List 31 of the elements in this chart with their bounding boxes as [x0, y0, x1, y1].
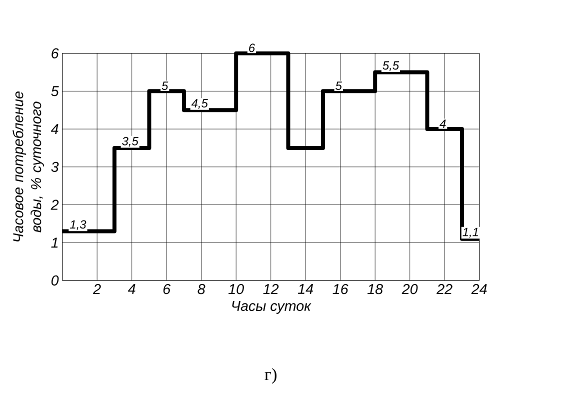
data-label: 3,5	[122, 137, 138, 147]
x-tick-label: 16	[332, 284, 348, 294]
y-tick-label: 1	[51, 238, 58, 248]
data-label: 4	[440, 120, 446, 128]
x-tick-label: 14	[298, 284, 314, 294]
text: г)	[264, 368, 276, 384]
y-axis-title: Часовое потребление воды, % суточного	[12, 92, 44, 242]
data-label: 5	[162, 82, 168, 90]
x-tick-label: 22	[436, 284, 452, 294]
data-label: 4,5	[191, 99, 208, 110]
y-tick-label: 5	[51, 86, 59, 96]
data-label: 5,5	[382, 61, 400, 72]
y-tick-label: 0	[51, 276, 59, 286]
y-tick-label: 4	[50, 124, 58, 134]
y-tick-label: 3	[51, 162, 59, 172]
x-tick-label: 8	[198, 284, 206, 294]
y-tick-label: 2	[50, 200, 59, 210]
x-tick-label: 24	[471, 284, 487, 294]
data-label: 1,3	[70, 220, 86, 230]
x-axis-title: Часы суток	[232, 301, 312, 314]
x-tick-label: 2	[93, 284, 101, 294]
x-tick-label: 6	[163, 284, 171, 294]
data-label: 6	[249, 44, 256, 52]
x-tick-label: 10	[228, 284, 244, 294]
x-tick-label: 4	[128, 284, 136, 294]
x-tick-label: 12	[263, 284, 279, 294]
x-tick-label: 18	[368, 284, 383, 294]
data-label: 1,1	[462, 228, 478, 238]
y-tick-label: 6	[52, 48, 59, 59]
x-tick-label: 20	[402, 284, 418, 294]
data-label: 5	[336, 82, 342, 90]
